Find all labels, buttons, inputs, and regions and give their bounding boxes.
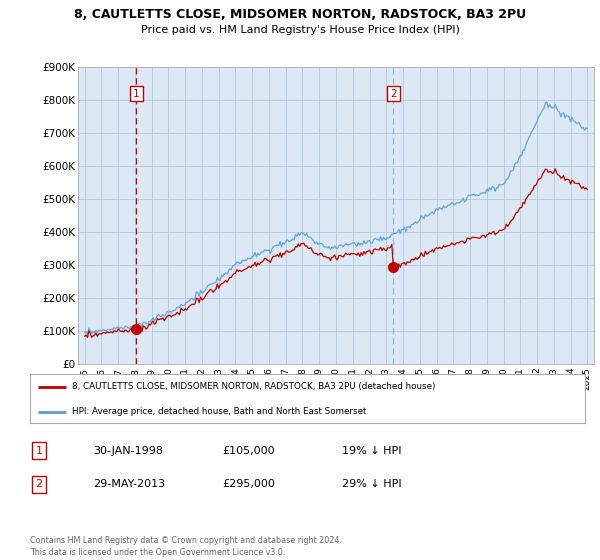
Text: 2: 2 xyxy=(390,88,397,99)
Text: 1: 1 xyxy=(133,88,140,99)
Text: 29-MAY-2013: 29-MAY-2013 xyxy=(93,479,165,489)
Text: £295,000: £295,000 xyxy=(222,479,275,489)
Text: 19% ↓ HPI: 19% ↓ HPI xyxy=(342,446,401,456)
Text: 8, CAUTLETTS CLOSE, MIDSOMER NORTON, RADSTOCK, BA3 2PU: 8, CAUTLETTS CLOSE, MIDSOMER NORTON, RAD… xyxy=(74,8,526,21)
Text: £105,000: £105,000 xyxy=(222,446,275,456)
Text: 2: 2 xyxy=(35,479,43,489)
Text: 1: 1 xyxy=(35,446,43,456)
Text: HPI: Average price, detached house, Bath and North East Somerset: HPI: Average price, detached house, Bath… xyxy=(71,408,366,417)
Text: 29% ↓ HPI: 29% ↓ HPI xyxy=(342,479,401,489)
Text: Contains HM Land Registry data © Crown copyright and database right 2024.
This d: Contains HM Land Registry data © Crown c… xyxy=(30,536,342,557)
Text: 30-JAN-1998: 30-JAN-1998 xyxy=(93,446,163,456)
Text: Price paid vs. HM Land Registry's House Price Index (HPI): Price paid vs. HM Land Registry's House … xyxy=(140,25,460,35)
Text: 8, CAUTLETTS CLOSE, MIDSOMER NORTON, RADSTOCK, BA3 2PU (detached house): 8, CAUTLETTS CLOSE, MIDSOMER NORTON, RAD… xyxy=(71,382,435,391)
